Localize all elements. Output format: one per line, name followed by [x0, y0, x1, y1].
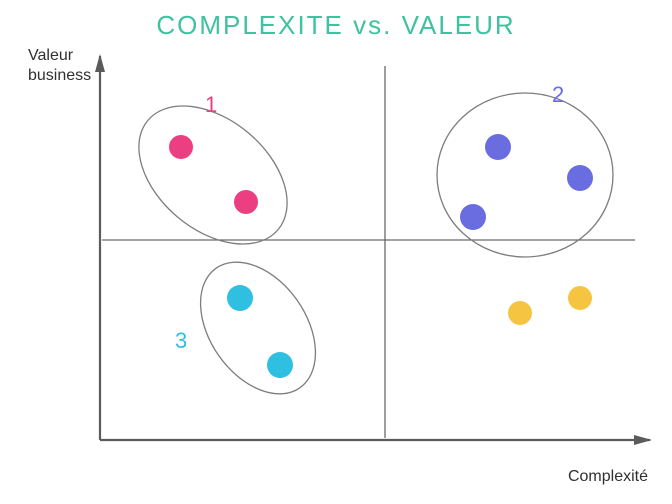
y-axis-arrow-icon [95, 54, 105, 72]
cluster-label-1: 1 [205, 92, 217, 117]
cluster-4-point-0 [508, 301, 532, 325]
cluster-4-point-1 [568, 286, 592, 310]
x-axis-arrow-icon [634, 435, 652, 445]
cluster-label-3: 3 [175, 328, 187, 353]
cluster-1-point-1 [234, 190, 258, 214]
cluster-2-point-0 [485, 134, 511, 160]
cluster-outline-3 [177, 241, 339, 416]
cluster-2-point-2 [460, 204, 486, 230]
chart-stage: COMPLEXITE vs. VALEUR Valeurbusiness Com… [0, 0, 672, 504]
cluster-3-point-0 [227, 285, 253, 311]
cluster-label-2: 2 [552, 82, 564, 107]
cluster-1-point-0 [169, 135, 193, 159]
cluster-3-point-1 [267, 352, 293, 378]
scatter-plot: 1 2 3 [0, 0, 672, 504]
cluster-2-point-1 [567, 165, 593, 191]
